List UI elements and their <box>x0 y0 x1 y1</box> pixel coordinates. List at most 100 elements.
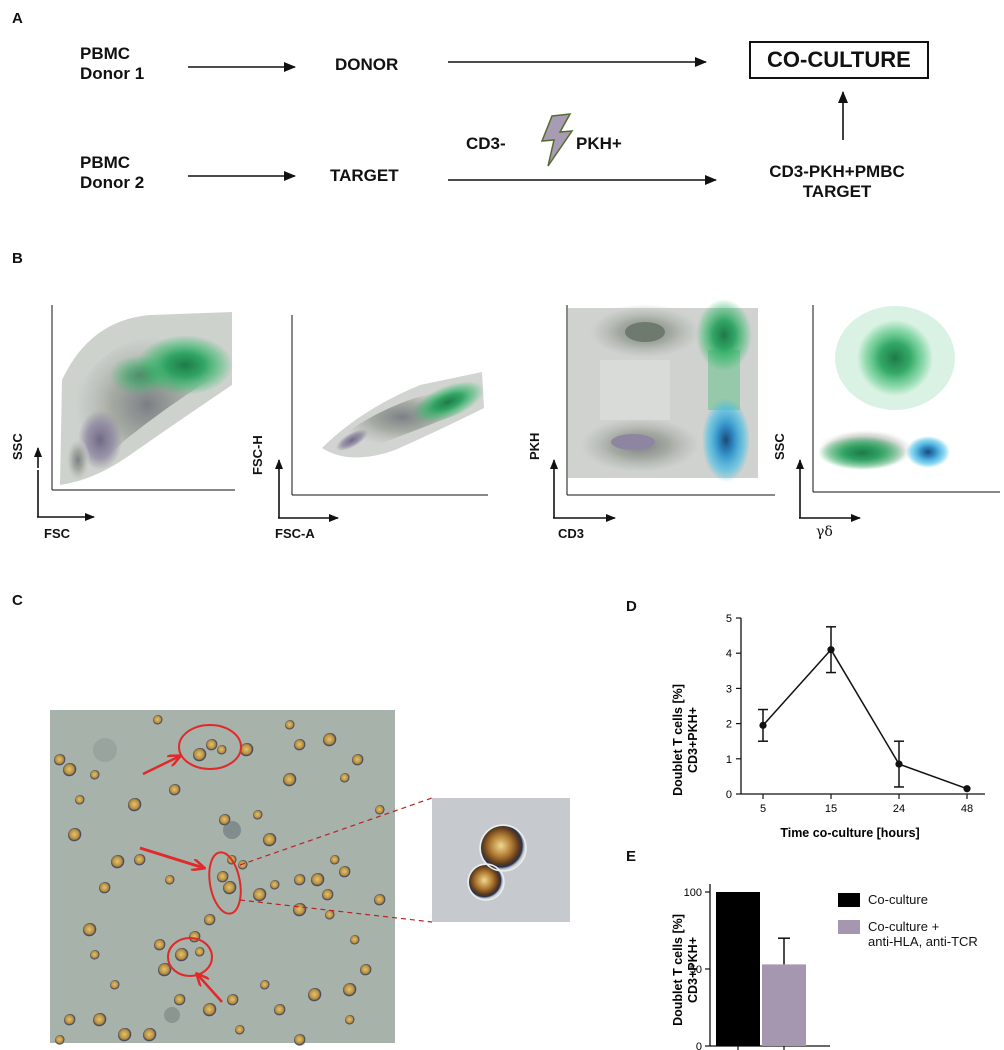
cell <box>352 754 364 766</box>
plot4-xlabel: γδ <box>816 524 833 540</box>
cell <box>343 983 357 997</box>
cell <box>325 910 335 920</box>
cell <box>206 739 218 751</box>
chart-d-ylabel-1: Doublet T cells [%] <box>671 684 685 796</box>
plot2-xlabel: FSC-A <box>275 526 315 541</box>
legend-item-coculture: Co-culture <box>838 892 978 907</box>
chart-d-ytick-label: 4 <box>726 648 732 660</box>
cell <box>75 795 85 805</box>
chart-d-xtick-label: 48 <box>961 803 973 815</box>
cell <box>360 964 372 976</box>
chart-d-point <box>963 785 971 793</box>
donor-label: DONOR <box>335 55 399 74</box>
cell <box>93 1013 107 1027</box>
plot1-ylabel: SSC <box>10 433 25 460</box>
flow-plot-3 <box>566 299 775 496</box>
panel-b-plots <box>34 299 1000 522</box>
legend-label-2b: anti-HLA, anti-TCR <box>868 934 978 949</box>
chart-e-ytick-label: 100 <box>684 887 702 899</box>
cell <box>308 988 322 1002</box>
cell <box>217 745 227 755</box>
cell <box>253 888 267 902</box>
zoom-line-top <box>239 797 433 866</box>
target-pbmc-line2: TARGET <box>802 182 872 201</box>
legend-item-antibody: Co-culture + anti-HLA, anti-TCR <box>838 919 978 949</box>
cell <box>153 715 163 725</box>
micrograph <box>50 710 570 1046</box>
cell <box>128 798 142 812</box>
cell <box>164 1007 180 1023</box>
chart-e-ytick-label: 0 <box>696 1041 702 1050</box>
cell <box>293 903 307 917</box>
cell <box>154 939 166 951</box>
cell <box>68 828 82 842</box>
cell <box>118 1028 132 1042</box>
cell <box>193 748 207 762</box>
pkh-plus-label: PKH+ <box>576 134 622 153</box>
chart-d-series-line <box>762 648 968 790</box>
chart-d-ytick-label: 3 <box>726 683 732 695</box>
cell <box>238 860 248 870</box>
panel-c-letter: C <box>12 592 23 609</box>
chart-d-xtick-label: 24 <box>893 803 905 815</box>
chart-e-ytick-label: 50 <box>690 964 702 976</box>
cell <box>169 784 181 796</box>
cell <box>99 882 111 894</box>
chart-d-point <box>895 760 903 768</box>
cell <box>134 854 146 866</box>
doublet-circle-3 <box>167 937 213 977</box>
legend-swatch-purple <box>838 920 860 934</box>
cell <box>195 947 205 957</box>
cell <box>375 805 385 815</box>
cell <box>110 980 120 990</box>
lightning-icon <box>540 113 574 167</box>
cell <box>283 773 297 787</box>
plot2-ylabel: FSC-H <box>250 435 265 475</box>
doublet-circle-1 <box>178 724 242 770</box>
cell <box>93 738 117 762</box>
cell <box>143 1028 157 1042</box>
cell <box>227 994 239 1006</box>
panel-a-letter: A <box>12 10 23 27</box>
cell <box>83 923 97 937</box>
cell <box>322 889 334 901</box>
flow-plot-1 <box>51 305 235 491</box>
chart-e: 0 50 100 Doublet T cells [%] CD3+PKH+ <box>671 884 830 1050</box>
cell <box>323 733 337 747</box>
chart-d-ytick-label: 1 <box>726 754 732 766</box>
panel-e-letter: E <box>626 848 637 865</box>
panel-d-letter: D <box>626 598 637 615</box>
plot3-xlabel: CD3 <box>558 526 585 541</box>
target-label: TARGET <box>330 166 399 185</box>
chart-e-bar <box>716 892 760 1046</box>
cell <box>340 773 350 783</box>
panel-a-arrows <box>188 57 848 185</box>
cell <box>189 931 201 943</box>
cell <box>63 763 77 777</box>
donor1-line2: Donor 1 <box>80 64 145 83</box>
cell <box>374 894 386 906</box>
plot3-ylabel: PKH <box>527 432 542 460</box>
cell <box>274 1004 286 1016</box>
cell <box>240 743 254 757</box>
cell <box>223 821 241 839</box>
flow-plot-2 <box>291 315 488 496</box>
cell <box>350 935 360 945</box>
legend-label-1: Co-culture <box>868 892 928 907</box>
legend-label-2a: Co-culture + <box>868 919 940 934</box>
cell <box>165 875 175 885</box>
cell <box>175 948 189 962</box>
target-pbmc-label: CD3-PKH+PMBC TARGET <box>757 162 917 202</box>
cell <box>111 855 125 869</box>
chart-e-ylabel-2: CD3+PKH+ <box>686 937 700 1003</box>
flow-plot-4 <box>812 305 1000 493</box>
cell <box>54 754 66 766</box>
cell <box>294 739 306 751</box>
cell <box>330 855 340 865</box>
cell <box>235 1025 245 1035</box>
cell <box>345 1015 355 1025</box>
cell <box>263 833 277 847</box>
doublet-circle-2 <box>208 851 242 915</box>
cell <box>90 770 100 780</box>
chart-d-point <box>827 646 835 654</box>
